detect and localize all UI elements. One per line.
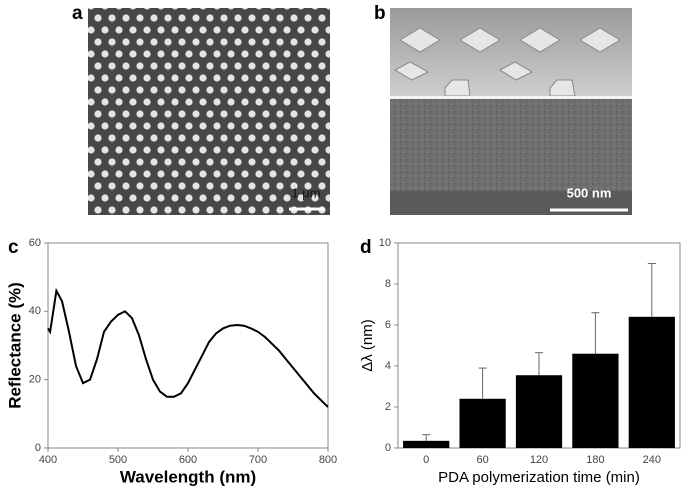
x-tick-label: 60 bbox=[476, 454, 488, 466]
x-axis-label: Wavelength (nm) bbox=[120, 467, 256, 486]
x-tick-label: 240 bbox=[643, 454, 661, 466]
y-tick-label: 0 bbox=[385, 442, 391, 454]
panel-label: c bbox=[8, 237, 19, 258]
sem-image-b bbox=[390, 8, 632, 215]
sem-image-a bbox=[88, 8, 330, 215]
plot-frame bbox=[47, 242, 329, 449]
scale-bar-label: 1 μm bbox=[291, 185, 320, 200]
y-tick-label: 6 bbox=[385, 319, 391, 331]
x-tick-label: 500 bbox=[109, 454, 127, 466]
x-axis-label: PDA polymerization time (min) bbox=[438, 469, 640, 486]
y-tick-label: 8 bbox=[385, 278, 391, 290]
bar bbox=[459, 398, 506, 448]
data-line bbox=[47, 287, 329, 408]
bar bbox=[572, 353, 619, 448]
y-tick-label: 60 bbox=[29, 237, 41, 249]
bar bbox=[515, 375, 563, 448]
x-tick-label: 120 bbox=[530, 454, 548, 466]
bar bbox=[628, 316, 675, 448]
y-axis-label: Reflectance (%) bbox=[5, 282, 24, 409]
y-axis-label: Δλ (nm) bbox=[359, 319, 376, 372]
x-tick-label: 800 bbox=[319, 454, 337, 466]
x-tick-label: 0 bbox=[423, 454, 429, 466]
x-tick-label: 400 bbox=[39, 454, 57, 466]
y-tick-label: 2 bbox=[385, 401, 391, 413]
x-tick-label: 180 bbox=[586, 454, 604, 466]
bar bbox=[403, 440, 450, 448]
x-tick-label: 600 bbox=[179, 454, 197, 466]
panel-label: b bbox=[374, 3, 386, 24]
panel-label: d bbox=[360, 237, 372, 258]
y-tick-label: 0 bbox=[35, 442, 41, 454]
y-tick-label: 20 bbox=[29, 374, 41, 386]
y-tick-label: 4 bbox=[385, 360, 391, 372]
scale-bar-label: 500 nm bbox=[567, 185, 612, 200]
y-tick-label: 40 bbox=[29, 305, 41, 317]
y-tick-label: 10 bbox=[379, 237, 391, 249]
panel-label: a bbox=[72, 3, 83, 24]
x-tick-label: 700 bbox=[249, 454, 267, 466]
